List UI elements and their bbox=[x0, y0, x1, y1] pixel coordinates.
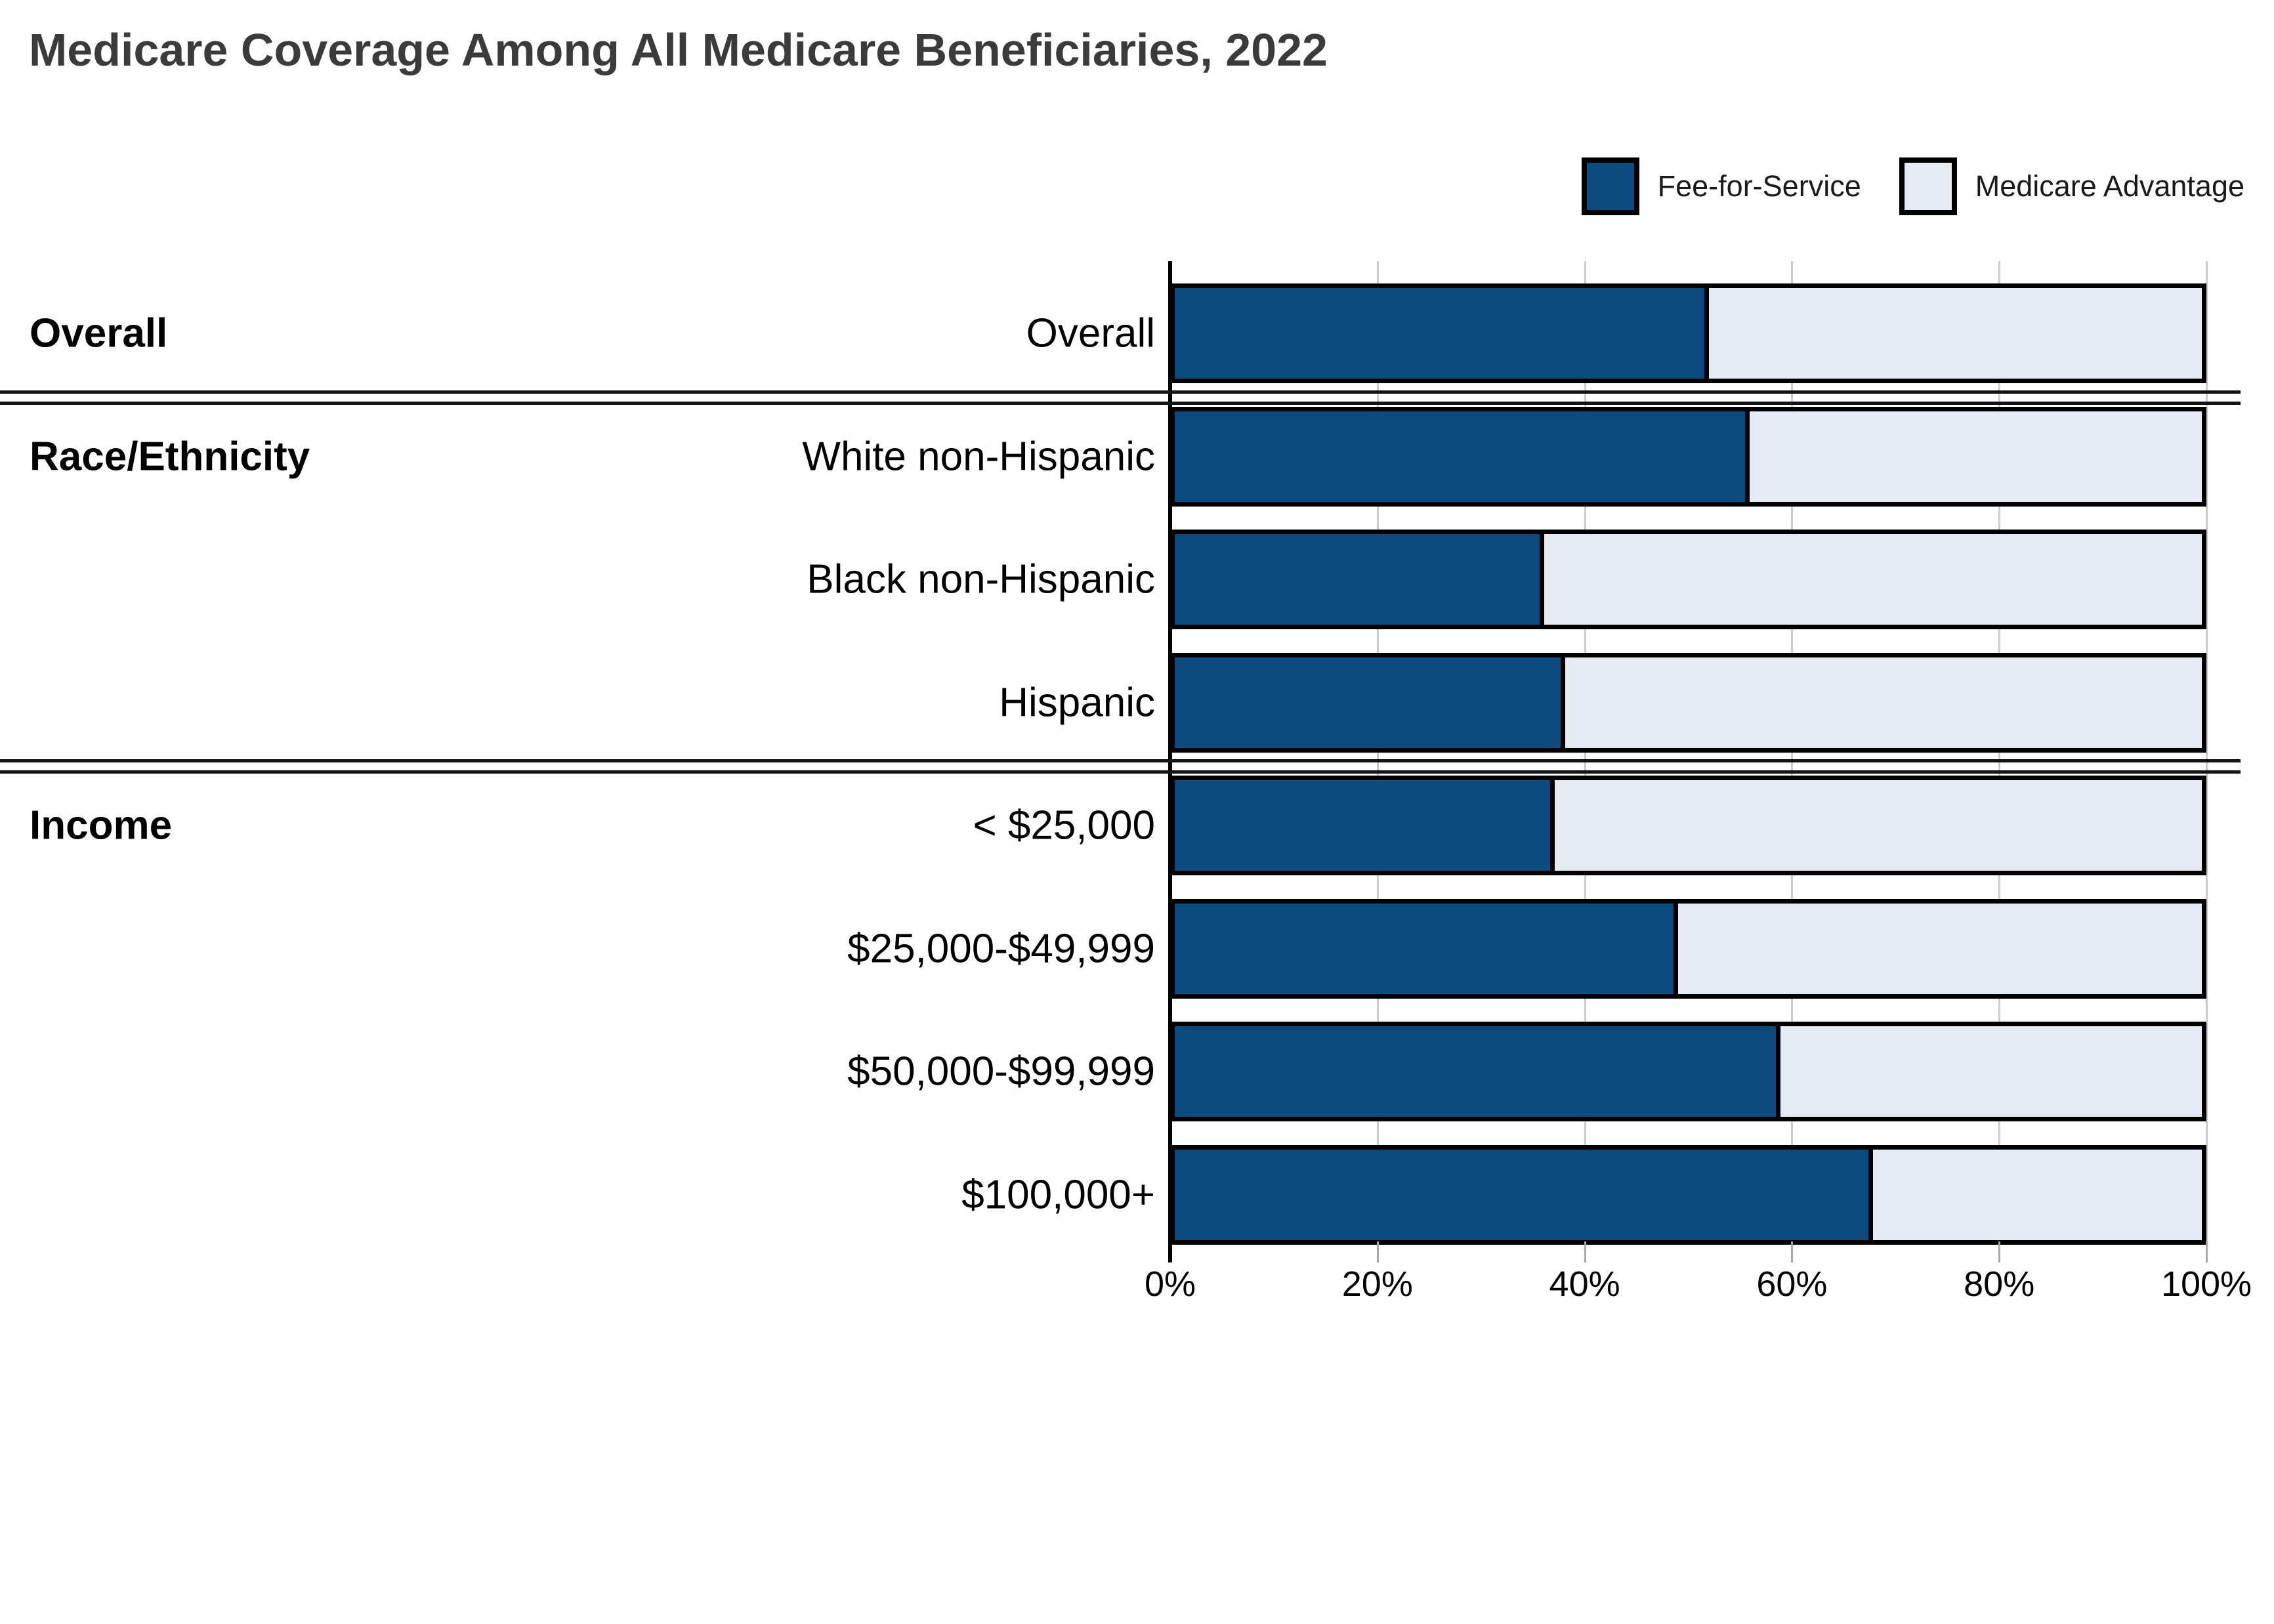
x-axis-tick bbox=[1376, 1241, 1379, 1262]
bar-row bbox=[1170, 776, 2206, 875]
legend-label: Medicare Advantage bbox=[1975, 169, 2244, 203]
section-divider bbox=[0, 401, 2241, 405]
bar-row bbox=[1170, 1022, 2206, 1121]
section-label: Race/Ethnicity bbox=[30, 434, 310, 479]
bar-row bbox=[1170, 898, 2206, 999]
x-axis-tick-label: 20% bbox=[1341, 1264, 1413, 1304]
x-axis-tick-label: 80% bbox=[1964, 1264, 2035, 1304]
category-label: Hispanic bbox=[999, 680, 1155, 725]
bar-segment-fee-for-service[interactable] bbox=[1175, 1149, 1874, 1240]
bar-row bbox=[1170, 406, 2206, 507]
section-divider bbox=[0, 390, 2241, 394]
legend: Fee-for-Service Medicare Advantage bbox=[1581, 157, 2244, 215]
x-axis-tick-label: 100% bbox=[2160, 1264, 2252, 1304]
x-axis-tick bbox=[1998, 1241, 2001, 1262]
bar-segment-medicare-advantage[interactable] bbox=[1565, 657, 2202, 748]
bar-segment-fee-for-service[interactable] bbox=[1175, 411, 1750, 502]
legend-swatch bbox=[1899, 157, 1957, 215]
bar-row bbox=[1170, 1144, 2206, 1245]
bar-segment-fee-for-service[interactable] bbox=[1175, 903, 1678, 994]
legend-label: Fee-for-Service bbox=[1657, 169, 1861, 203]
bar-segment-medicare-advantage[interactable] bbox=[1709, 288, 2202, 379]
bar-segment-medicare-advantage[interactable] bbox=[1544, 534, 2202, 625]
bar-row bbox=[1170, 283, 2206, 383]
legend-item: Medicare Advantage bbox=[1899, 157, 2244, 215]
x-axis-tick-label: 0% bbox=[1144, 1264, 1196, 1304]
x-axis-tick-label: 60% bbox=[1756, 1264, 1828, 1304]
bar-segment-medicare-advantage[interactable] bbox=[1678, 904, 2202, 994]
x-axis-tick bbox=[1584, 1241, 1586, 1262]
bar-segment-medicare-advantage[interactable] bbox=[1780, 1026, 2202, 1117]
section-divider bbox=[0, 759, 2241, 762]
category-label: $25,000-$49,999 bbox=[847, 926, 1155, 971]
bar-segment-medicare-advantage[interactable] bbox=[1750, 411, 2202, 502]
bar-row bbox=[1170, 530, 2206, 629]
category-label: $100,000+ bbox=[961, 1172, 1155, 1217]
legend-item: Fee-for-Service bbox=[1581, 157, 1861, 215]
bar-segment-fee-for-service[interactable] bbox=[1175, 1026, 1781, 1117]
x-axis-tick-label: 40% bbox=[1549, 1264, 1620, 1304]
section-label: Overall bbox=[30, 310, 168, 356]
bar-segment-fee-for-service[interactable] bbox=[1175, 534, 1545, 625]
bar-row bbox=[1170, 652, 2206, 753]
section-divider bbox=[0, 770, 2241, 774]
category-label: Overall bbox=[1026, 310, 1155, 356]
bar-segment-fee-for-service[interactable] bbox=[1175, 657, 1565, 748]
bar-segment-fee-for-service[interactable] bbox=[1175, 780, 1555, 871]
category-label: < $25,000 bbox=[973, 802, 1155, 848]
bar-segment-fee-for-service[interactable] bbox=[1175, 288, 1709, 379]
x-axis-tick bbox=[2206, 1241, 2208, 1262]
x-axis-tick bbox=[1791, 1241, 1794, 1262]
bar-segment-medicare-advantage[interactable] bbox=[1873, 1150, 2202, 1240]
bar-segment-medicare-advantage[interactable] bbox=[1555, 780, 2202, 871]
legend-swatch bbox=[1581, 157, 1639, 215]
section-label: Income bbox=[30, 802, 173, 848]
category-label: Black non-Hispanic bbox=[807, 556, 1155, 602]
category-label: White non-Hispanic bbox=[802, 434, 1155, 479]
category-label: $50,000-$99,999 bbox=[847, 1049, 1155, 1094]
chart-title: Medicare Coverage Among All Medicare Ben… bbox=[29, 24, 1328, 75]
